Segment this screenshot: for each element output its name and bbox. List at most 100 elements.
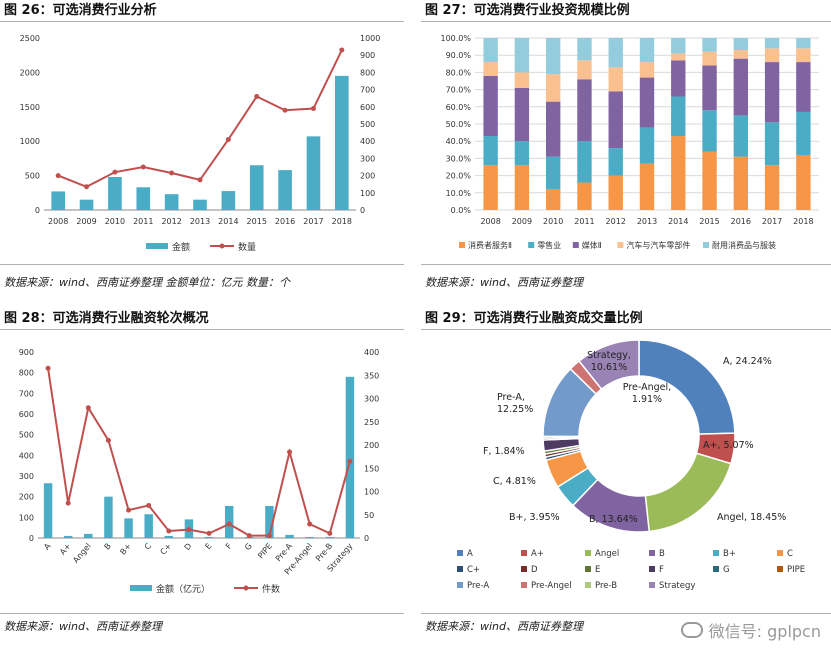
bar-segment-2015 <box>702 51 717 66</box>
bar-segment-2008 <box>483 38 498 63</box>
bar-segment-2015 <box>702 38 717 52</box>
bar-segment-2010 <box>545 74 561 102</box>
y-tick-label: 70.0% <box>446 86 472 95</box>
x-tick-label: 2015 <box>699 217 719 226</box>
legend-label: Strategy <box>659 581 695 591</box>
bar-segment-2013 <box>639 163 655 210</box>
x-tick-label: A+ <box>58 542 73 557</box>
legend-swatch <box>457 550 463 556</box>
legend-label: C <box>787 549 793 559</box>
panel-fig26: 图 26：可选消费行业分析 0 500 1000 1500 2000 2500 0 100 20… <box>0 0 404 300</box>
bar-Pre-A <box>285 534 294 538</box>
legend-label-bar: 金额 <box>172 241 190 253</box>
bar-segment-2017 <box>764 48 780 63</box>
bar-segment-2014 <box>671 136 686 210</box>
slice-label-Pre-Angel: Pre-Angel, <box>623 382 671 393</box>
x-tick-label: 2014 <box>218 217 238 226</box>
legend-label: Pre-A <box>467 581 489 591</box>
bar-2015 <box>249 165 264 210</box>
y-left-tick-label: 900 <box>19 348 34 357</box>
bar-segment-2015 <box>702 151 717 210</box>
line-point-E <box>206 530 212 536</box>
legend-label: D <box>531 565 538 575</box>
y-left-tick-label: 2500 <box>20 34 40 43</box>
line-point-PIPE <box>266 533 272 539</box>
bar-segment-2011 <box>577 182 592 210</box>
legend-swatch <box>585 566 591 572</box>
bar-segment-2008 <box>483 62 498 76</box>
line-point-2010 <box>112 169 118 175</box>
x-tick-label: 2010 <box>105 217 125 226</box>
line-point-C <box>146 502 152 508</box>
bar-2017 <box>306 136 321 210</box>
line-point-Strategy <box>347 458 353 464</box>
x-tick-label: A <box>42 541 53 551</box>
bar-segment-2011 <box>577 38 592 61</box>
bar-segment-2014 <box>671 38 686 54</box>
bar-segment-2018 <box>796 154 811 210</box>
legend-label-line: 数量 <box>238 241 256 253</box>
x-tick-label: 2016 <box>275 217 295 226</box>
bar-2011 <box>136 187 151 210</box>
panel-fig27: 图 27：可选消费行业投资规模比例 0.0% 10.0% 20.0% 30.0% 40.… <box>421 0 831 300</box>
y-right-tick-label: 0 <box>360 206 365 215</box>
y-left-tick-label: 300 <box>19 472 34 481</box>
bar-segment-2013 <box>639 77 655 128</box>
bar-segment-2009 <box>514 87 530 142</box>
x-tick-label: E <box>203 542 213 552</box>
bar-Pre-B <box>325 536 335 538</box>
wechat-icon <box>680 622 703 638</box>
line-point-C+ <box>166 528 172 534</box>
y-tick-label: 90.0% <box>446 51 472 60</box>
legend-swatch <box>521 582 527 588</box>
bar-segment-2010 <box>545 156 561 190</box>
line-point-2016 <box>282 107 288 113</box>
y-left-tick-label: 1500 <box>20 103 40 112</box>
y-right-tick-label: 150 <box>364 464 379 473</box>
source-note: 数据来源：wind、西南证券整理 <box>425 276 584 289</box>
bar-segment-2011 <box>577 79 592 142</box>
bar-2018 <box>335 75 349 210</box>
y-left-tick-label: 2000 <box>20 68 40 77</box>
x-tick-label: 2015 <box>247 217 267 226</box>
line-point-2017 <box>310 106 316 112</box>
y-right-tick-label: 500 <box>360 120 375 129</box>
bar-segment-2009 <box>514 38 530 73</box>
bar-segment-2014 <box>671 60 686 97</box>
y-right-tick-label: 200 <box>360 172 375 181</box>
bar-A+ <box>63 535 73 538</box>
y-left-tick-label: 0 <box>29 534 34 543</box>
y-right-tick-label: 350 <box>364 371 379 380</box>
bar-segment-2018 <box>796 111 811 155</box>
y-left-tick-label: 1000 <box>20 137 40 146</box>
legend-label: B+ <box>723 549 736 559</box>
x-tick-label: D <box>183 542 194 553</box>
legend-swatch <box>713 566 719 572</box>
line-point-Pre-B <box>327 530 333 536</box>
bar-segment-2009 <box>514 72 530 88</box>
bar-segment-2011 <box>577 60 592 80</box>
y-right-tick-label: 1000 <box>360 34 380 43</box>
bar-Pre-Angel <box>305 536 314 538</box>
y-right-tick-label: 700 <box>360 86 375 95</box>
x-tick-label: 2008 <box>480 217 500 226</box>
legend-label-bar: 金额（亿元） <box>156 583 210 595</box>
bar-segment-2018 <box>796 48 811 63</box>
y-tick-label: 30.0% <box>446 154 472 163</box>
legend-swatch <box>528 242 535 248</box>
line-point-D <box>186 527 192 533</box>
y-left-tick-label: 700 <box>19 389 34 398</box>
legend-label-line: 件数 <box>262 583 280 595</box>
slice-label-Pre-A: 12.25% <box>497 404 533 415</box>
x-tick-label: 2012 <box>161 217 181 226</box>
legend-label: 消费者服务Ⅱ <box>468 240 512 250</box>
legend-label: Pre-Angel <box>531 581 572 591</box>
x-tick-label: C <box>143 541 154 551</box>
y-right-tick-label: 600 <box>360 103 375 112</box>
y-right-tick-label: 300 <box>364 395 379 404</box>
legend-swatch <box>585 550 591 556</box>
legend-marker-line <box>219 243 225 249</box>
bar-B <box>104 496 113 538</box>
y-tick-label: 20.0% <box>446 172 472 181</box>
legend-label: F <box>659 565 664 575</box>
